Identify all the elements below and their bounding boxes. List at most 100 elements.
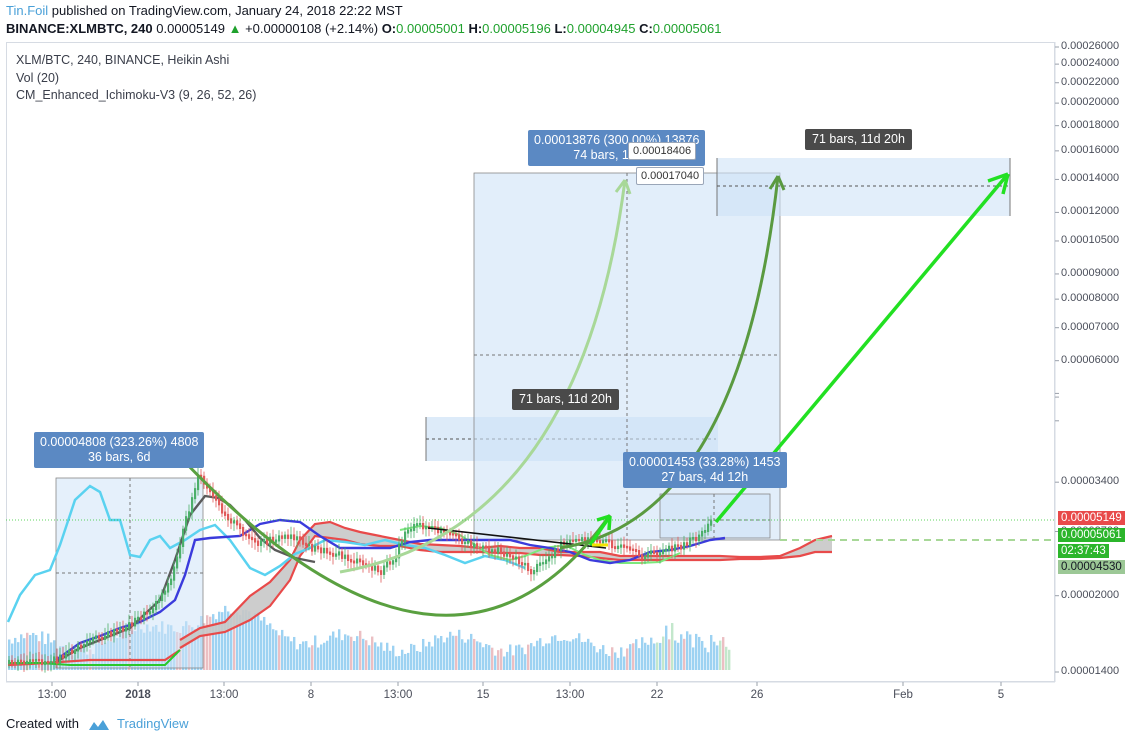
volume-bar [356, 636, 359, 670]
legend-main[interactable]: XLM/BTC, 240, BINANCE, Heikin Ashi [16, 53, 230, 67]
volume-bar [479, 642, 482, 670]
candle-body [509, 553, 512, 558]
volume-bar [692, 647, 695, 670]
volume-bar [347, 635, 350, 670]
callout-upper[interactable]: 0.00018406 [628, 142, 697, 160]
candle-body [704, 529, 707, 533]
mid-bars-label[interactable]: 71 bars, 11d 20h [512, 389, 619, 410]
high-label: H: [468, 21, 483, 36]
volume-bar [317, 647, 320, 670]
candle-body [266, 539, 269, 546]
close-price-tag: 0.00005061 [1058, 528, 1125, 542]
candle-body [599, 540, 602, 544]
volume-bar [47, 633, 50, 670]
volume-bar [587, 638, 590, 670]
right-range-box[interactable] [717, 158, 1010, 216]
volume-bar [542, 646, 545, 670]
volume-bar [470, 633, 473, 670]
tradingview-link[interactable]: TradingView [117, 716, 189, 731]
candle-body [476, 543, 479, 549]
legend-ichimoku[interactable]: CM_Enhanced_Ichimoku-V3 (9, 26, 52, 26) [16, 88, 257, 102]
candle-body [638, 550, 641, 557]
tradingview-logo-icon [89, 720, 109, 730]
volume-bar [404, 653, 407, 670]
candle-body [71, 649, 74, 654]
cup-curve[interactable] [181, 458, 612, 617]
legend-volume[interactable]: Vol (20) [16, 71, 60, 85]
volume-bar [458, 629, 461, 670]
price-axis-ticks [1055, 46, 1059, 673]
volume-bar [305, 641, 308, 670]
low-label: L: [554, 21, 567, 36]
time-tick-label: 13:00 [383, 689, 413, 701]
candle-body [155, 601, 158, 611]
candle-body [329, 551, 332, 555]
candle-body [245, 533, 248, 537]
candle-body [497, 547, 500, 554]
candle-body [449, 531, 452, 536]
callout-lower[interactable]: 0.00017040 [636, 167, 705, 185]
author-link[interactable]: Tin.Foil [6, 3, 49, 18]
candle-body [629, 546, 632, 551]
volume-bar [449, 631, 452, 670]
candle-body [494, 549, 497, 554]
volume-bar [506, 651, 509, 670]
candle-body [224, 511, 227, 516]
candle-body [188, 511, 191, 519]
volume-bar [455, 635, 458, 670]
volume-bar [218, 611, 221, 670]
candle-body [116, 629, 119, 632]
candle-body [257, 540, 260, 546]
volume-bar [584, 641, 587, 670]
candle-body [410, 528, 413, 532]
candle-body [104, 635, 107, 641]
big-green-arrowhead [987, 172, 1010, 195]
time-tick-label: 2018 [125, 689, 151, 701]
candle-body [440, 529, 443, 534]
volume-bar [341, 640, 344, 670]
candle-body [353, 560, 356, 564]
volume-bar [671, 623, 674, 670]
candle-body [506, 553, 509, 557]
volume-bar [254, 613, 257, 670]
time-tick-label: 8 [307, 689, 315, 701]
volume-bar [569, 641, 572, 670]
candle-body [161, 592, 164, 602]
candle-body [575, 538, 578, 542]
candle-body [656, 552, 659, 556]
volume-bar [446, 637, 449, 670]
candle-body [698, 534, 701, 542]
small-measure-box[interactable] [659, 493, 771, 539]
candle-body [218, 498, 221, 506]
volume-bar [221, 612, 224, 670]
candle-body [251, 536, 254, 541]
small-measure-line2: 27 bars, 4d 12h [661, 470, 749, 484]
chart-canvas[interactable] [0, 0, 1131, 706]
volume-bar [629, 644, 632, 670]
candle-body [11, 659, 14, 664]
dark-projection-arrowhead [768, 175, 786, 191]
candle-body [242, 526, 245, 536]
volume-bar [482, 647, 485, 670]
left-measure-label[interactable]: 0.00004808 (323.26%) 4808 36 bars, 6d [34, 432, 205, 468]
volume-bar [461, 639, 464, 670]
volume-bar [209, 616, 212, 670]
volume-bar [245, 609, 248, 670]
small-green-arrow[interactable] [588, 515, 612, 546]
volume-bar [443, 642, 446, 670]
small-green-arrowhead [596, 514, 612, 531]
candle-body [386, 561, 389, 568]
publish-line: Tin.Foil published on TradingView.com, J… [6, 3, 403, 18]
candle-body [614, 546, 617, 550]
candle-body [707, 523, 710, 532]
candle-body [641, 554, 644, 560]
candle-body [380, 570, 383, 575]
volume-bar [557, 640, 560, 670]
volume-bar [452, 635, 455, 670]
right-bars-label[interactable]: 71 bars, 11d 20h [805, 129, 912, 150]
dark-projection-curve[interactable] [559, 175, 780, 550]
candle-body [686, 542, 689, 546]
candle-body [26, 660, 29, 665]
light-projection-curve[interactable] [339, 179, 627, 574]
small-measure-label[interactable]: 0.00001453 (33.28%) 1453 27 bars, 4d 12h [623, 452, 787, 488]
